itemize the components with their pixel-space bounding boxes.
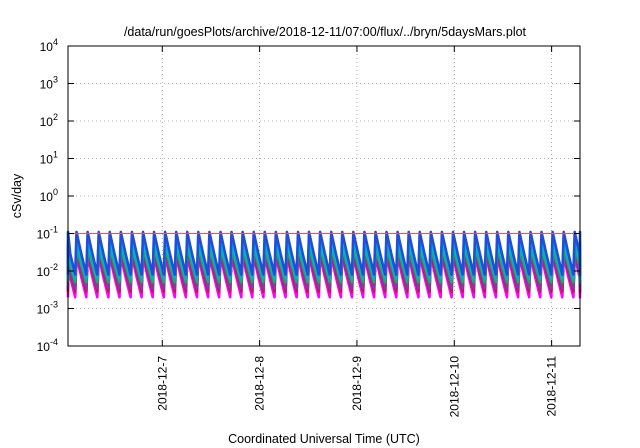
- grid: [68, 46, 580, 346]
- series-line: [66, 240, 582, 281]
- x-tick-labels: 2018-12-7 2018-12-8 2018-12-9 2018-12-10 201…: [155, 46, 559, 418]
- y-tick-label: 10-3: [37, 300, 58, 317]
- chart-title: /data/run/goesPlots/archive/2018-12-11/0…: [124, 25, 527, 39]
- y-tick-label: 101: [40, 150, 58, 167]
- x-tick-label: 2018-12-9: [350, 356, 364, 411]
- x-axis-label: Coordinated Universal Time (UTC): [228, 432, 420, 446]
- x-tick-label: 2018-12-8: [253, 356, 267, 411]
- y-tick-label: 10-2: [37, 262, 58, 279]
- y-tick-labels: 104 103 102 101 100 10-1 10-2 10-3 10-4: [37, 37, 580, 354]
- series-line: [66, 249, 582, 290]
- y-tick-label: 103: [40, 75, 58, 92]
- y-axis-label: cSv/day: [10, 173, 24, 218]
- x-tick-label: 2018-12-10: [447, 356, 461, 418]
- x-tick-label: 2018-12-7: [155, 356, 169, 411]
- series-layer: [66, 230, 582, 299]
- y-tick-label: 100: [40, 187, 58, 204]
- y-tick-label: 104: [40, 37, 58, 54]
- y-tick-label: 10-1: [37, 225, 58, 242]
- y-tick-label: 10-4: [37, 337, 58, 354]
- y-tick-label: 102: [40, 112, 58, 129]
- x-tick-label: 2018-12-11: [545, 356, 559, 417]
- series-line: [66, 230, 582, 276]
